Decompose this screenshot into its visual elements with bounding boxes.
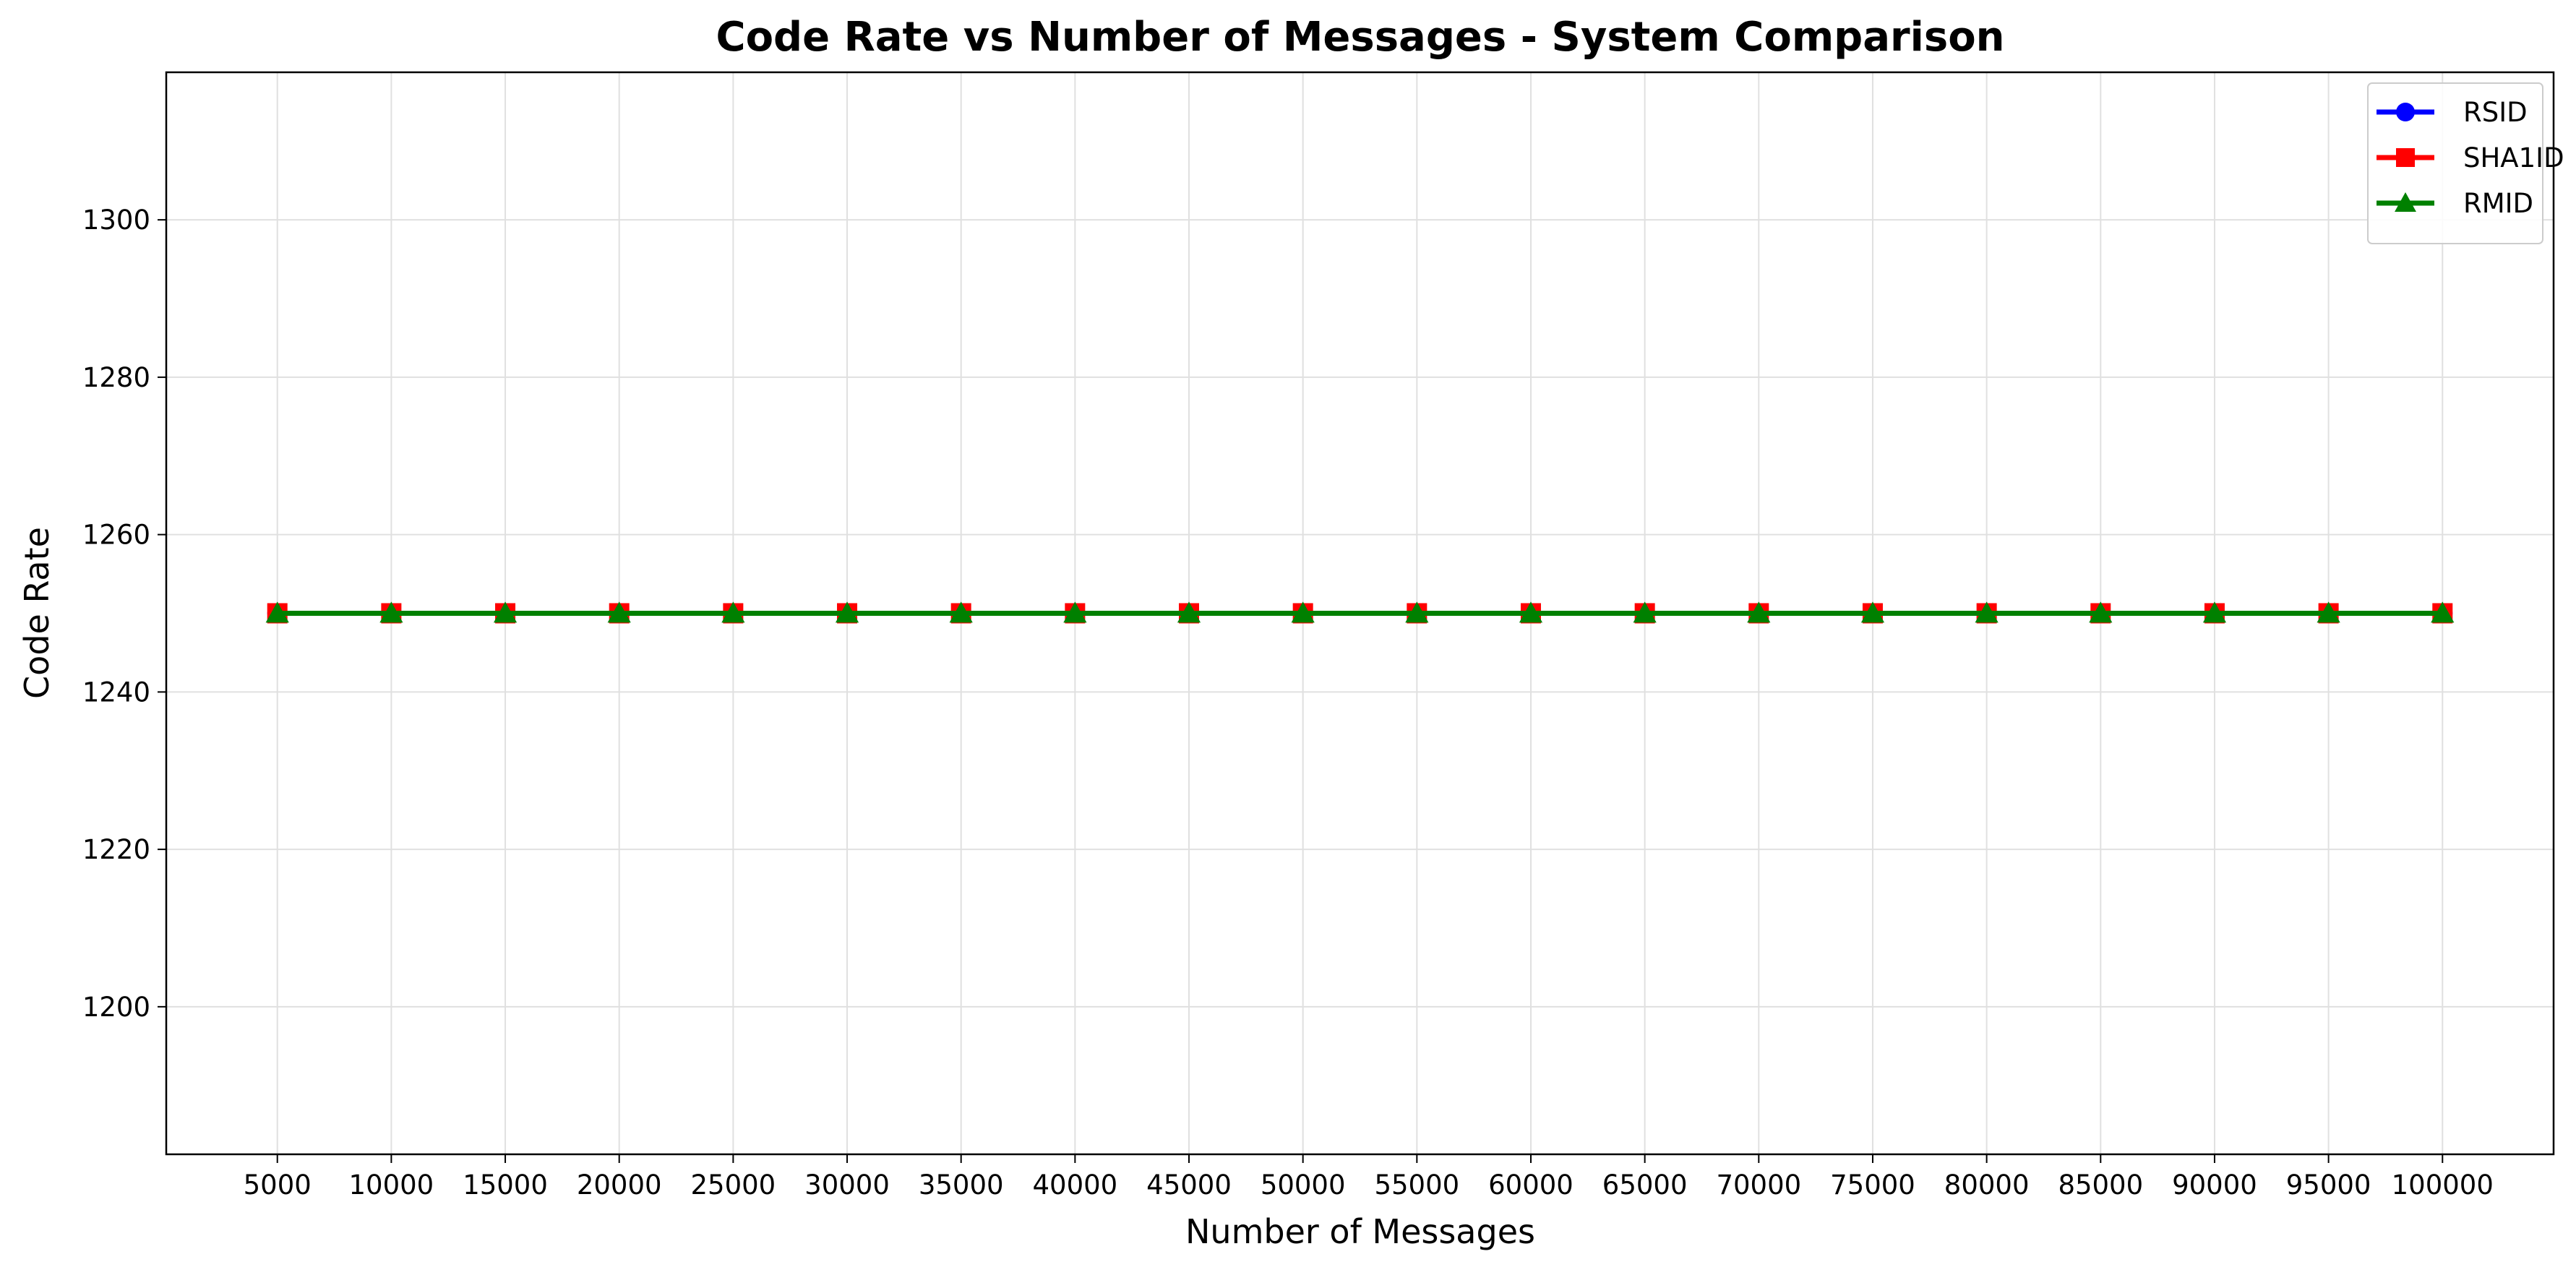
data-point-rmid (1405, 601, 1429, 623)
x-tick-label: 45000 (1146, 1169, 1232, 1201)
legend-label-rsid: RSID (2463, 97, 2528, 128)
x-tick-label: 35000 (919, 1169, 1004, 1201)
data-point-rmid (379, 601, 403, 623)
x-tick-label: 80000 (1944, 1169, 2030, 1201)
data-point-rmid (949, 601, 973, 623)
legend-item-rmid: RMID (2377, 188, 2533, 219)
chart-title: Code Rate vs Number of Messages - System… (716, 14, 2004, 61)
y-tick-label: 1300 (82, 205, 150, 236)
legend-item-sha1id: SHA1ID (2377, 142, 2564, 173)
data-point-rmid (1860, 601, 1885, 623)
data-point-rmid (2089, 601, 2113, 623)
legend-label-rmid: RMID (2463, 188, 2533, 219)
x-tick-label: 60000 (1488, 1169, 1573, 1201)
y-tick-label: 1200 (82, 992, 150, 1023)
x-tick-label: 90000 (2172, 1169, 2257, 1201)
legend-marker-sha1id (2396, 148, 2415, 167)
legend-label-sha1id: SHA1ID (2463, 142, 2564, 173)
data-point-rmid (721, 601, 745, 623)
x-tick-label: 70000 (1716, 1169, 1801, 1201)
x-tick-label: 10000 (349, 1169, 434, 1201)
axis-ticks: 5000 10000 15000 20000 25000 30000 35000 40000 4… (82, 205, 2494, 1201)
legend-item-rsid: RSID (2377, 97, 2528, 128)
x-tick-label: 40000 (1032, 1169, 1117, 1201)
data-point-rmid (2202, 601, 2227, 623)
data-point-rmid (2317, 601, 2340, 623)
data-point-rmid (1291, 601, 1315, 623)
y-tick-label: 1280 (82, 362, 150, 393)
data-point-rmid (835, 601, 859, 623)
plot-frame (165, 71, 2555, 1156)
series-rmid (265, 601, 2455, 623)
x-tick-label: 95000 (2286, 1169, 2371, 1201)
y-tick-label: 1260 (82, 520, 150, 551)
x-tick-label: 20000 (577, 1169, 662, 1201)
data-point-rmid (1063, 601, 1087, 623)
x-tick-label: 75000 (1830, 1169, 1915, 1201)
legend-marker-rmid (2395, 192, 2416, 212)
x-tick-label: 5000 (244, 1169, 312, 1201)
x-axis-label: Number of Messages (1185, 1212, 1535, 1251)
data-point-rmid (265, 601, 289, 623)
x-tick-label: 50000 (1261, 1169, 1346, 1201)
data-point-rmid (1747, 601, 1771, 623)
x-tick-label: 15000 (463, 1169, 548, 1201)
data-point-rmid (1633, 601, 1657, 623)
x-tick-label: 55000 (1374, 1169, 1459, 1201)
data-point-rmid (607, 601, 631, 623)
legend: RSID SHA1ID RMID (2367, 82, 2564, 244)
x-tick-label: 25000 (691, 1169, 776, 1201)
data-point-rmid (493, 601, 518, 623)
x-tick-label: 30000 (804, 1169, 890, 1201)
y-axis-label: Code Rate (17, 527, 56, 699)
x-tick-label: 85000 (2058, 1169, 2143, 1201)
data-point-rmid (1177, 601, 1201, 623)
legend-marker-rsid (2396, 103, 2415, 121)
y-tick-label: 1220 (82, 834, 150, 865)
data-point-rmid (1975, 601, 1998, 623)
x-tick-label: 65000 (1602, 1169, 1688, 1201)
plot-series (265, 601, 2455, 624)
x-tick-label: 100000 (2392, 1169, 2494, 1201)
data-point-rmid (1519, 601, 1543, 623)
data-point-rmid (2431, 601, 2455, 623)
y-tick-label: 1240 (82, 677, 150, 708)
